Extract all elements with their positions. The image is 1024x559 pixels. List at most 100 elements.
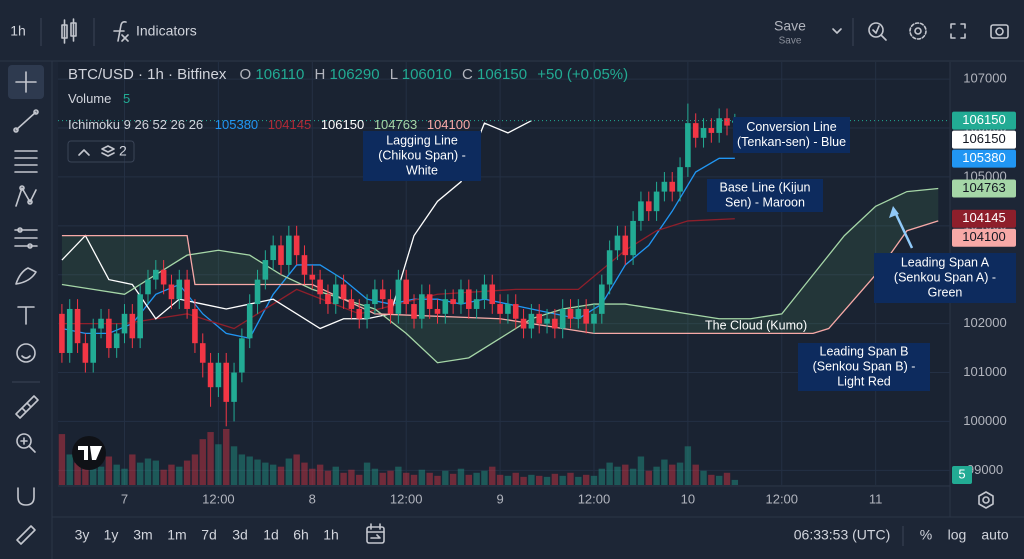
date-range-icon[interactable] bbox=[366, 523, 385, 544]
text-tool[interactable] bbox=[17, 306, 35, 325]
candle-body bbox=[473, 299, 480, 309]
indicators-icon[interactable] bbox=[113, 21, 129, 42]
volume-bar bbox=[379, 472, 386, 485]
volume-bar bbox=[582, 474, 590, 485]
range-button[interactable]: 1d bbox=[263, 527, 279, 543]
candle-body bbox=[199, 343, 206, 363]
range-button[interactable]: 1m bbox=[167, 527, 186, 543]
save-menu[interactable] bbox=[832, 28, 842, 34]
clock: 06:33:53 (UTC) bbox=[794, 527, 890, 543]
volume-bar bbox=[168, 464, 175, 485]
candle-body bbox=[630, 220, 636, 256]
indicators-button[interactable]: Indicators bbox=[136, 23, 197, 39]
price-label-bg bbox=[952, 149, 1016, 168]
volume-bar bbox=[215, 444, 222, 485]
x-tick-label: 7 bbox=[121, 491, 128, 506]
candle-body bbox=[82, 343, 89, 363]
volume-value: 5 bbox=[123, 91, 130, 106]
volume-bar bbox=[700, 470, 707, 485]
candle-body bbox=[591, 313, 597, 324]
axis-settings[interactable] bbox=[978, 491, 994, 509]
x-tick-label: 12:00 bbox=[578, 491, 611, 506]
interval-button[interactable]: 1h bbox=[10, 23, 26, 39]
candle-body bbox=[356, 308, 363, 319]
brush-tool[interactable] bbox=[15, 267, 37, 285]
annotation-text: (Senkou Span B) - bbox=[813, 359, 916, 373]
range-button[interactable]: 3y bbox=[75, 527, 90, 543]
candle-body bbox=[168, 284, 175, 300]
collapse-legend[interactable] bbox=[67, 140, 135, 163]
annotation-text: Green bbox=[928, 285, 963, 299]
volume-bar bbox=[418, 469, 426, 485]
annotation-text: White bbox=[406, 163, 438, 177]
price-label-bg bbox=[952, 179, 1016, 198]
projection-tool[interactable] bbox=[14, 227, 38, 249]
settings-icon[interactable] bbox=[909, 22, 927, 40]
candle-body bbox=[379, 289, 386, 300]
candle-body bbox=[661, 181, 668, 192]
ohlc-value: 106150 bbox=[477, 66, 527, 83]
candle-body bbox=[716, 118, 722, 133]
collapse-icon[interactable] bbox=[78, 149, 90, 156]
log-toggle[interactable]: log bbox=[948, 527, 967, 543]
candle-body bbox=[434, 308, 441, 314]
candle-body bbox=[340, 284, 347, 300]
candle-body bbox=[692, 123, 699, 138]
range-button[interactable]: 3d bbox=[232, 527, 248, 543]
annotation-text: Leading Span A bbox=[901, 255, 990, 269]
lock-tool[interactable] bbox=[16, 525, 36, 545]
ruler-tool[interactable] bbox=[15, 395, 39, 419]
ohlc-label: O bbox=[240, 66, 252, 83]
volume-bar bbox=[129, 454, 136, 485]
candle-body bbox=[184, 279, 190, 309]
trendline-tool[interactable] bbox=[13, 109, 39, 133]
pattern-tool[interactable] bbox=[15, 185, 37, 207]
emoji-tool[interactable] bbox=[16, 343, 36, 363]
candle-body bbox=[59, 313, 65, 353]
candle-body bbox=[364, 304, 370, 319]
volume-bar bbox=[269, 464, 277, 485]
candle-body bbox=[497, 304, 503, 314]
zoom-tool[interactable] bbox=[16, 433, 36, 453]
ichimoku-value: 104763 bbox=[374, 117, 417, 132]
candle-body bbox=[724, 118, 730, 126]
annotation-text: Leading Span B bbox=[820, 344, 909, 358]
crosshair-tool[interactable] bbox=[15, 71, 37, 93]
overlay: 106150 106150 105380 104763 104145 104100 5 Lag… bbox=[363, 111, 1016, 484]
volume-bar bbox=[622, 464, 629, 485]
range-button[interactable]: 7d bbox=[201, 527, 217, 543]
range-button[interactable]: 1y bbox=[104, 527, 119, 543]
candle-body bbox=[270, 245, 276, 261]
volume-bar bbox=[723, 472, 731, 485]
range-button[interactable]: 1h bbox=[323, 527, 339, 543]
y-tick-label: 102000 bbox=[963, 315, 1006, 330]
alert-icon[interactable] bbox=[868, 22, 887, 41]
range-bar: 3y 1y 3m 1m 7d 3d 1d 6h 1h bbox=[75, 527, 339, 543]
indicator-line bbox=[61, 187, 939, 364]
candle-body bbox=[669, 181, 676, 192]
ohlc-value: 106110 bbox=[255, 66, 304, 83]
magnet-tool[interactable] bbox=[17, 487, 35, 506]
candle-body bbox=[332, 284, 339, 305]
layers-icon bbox=[101, 145, 115, 157]
candle-body bbox=[395, 279, 402, 314]
candle-body bbox=[348, 299, 355, 309]
percent-toggle[interactable]: % bbox=[920, 527, 932, 543]
volume-bar bbox=[575, 476, 582, 485]
x-tick-label: 12:00 bbox=[765, 491, 798, 506]
candle-body bbox=[286, 235, 292, 265]
range-button[interactable]: 3m bbox=[133, 527, 152, 543]
range-button[interactable]: 6h bbox=[293, 527, 309, 543]
fib-tool[interactable] bbox=[14, 150, 38, 173]
candle-body bbox=[685, 123, 691, 168]
chart-type-icon[interactable] bbox=[61, 18, 77, 44]
save-button[interactable]: Save bbox=[774, 18, 806, 34]
fullscreen-icon[interactable] bbox=[950, 23, 966, 39]
volume-bar bbox=[536, 475, 543, 485]
auto-toggle[interactable]: auto bbox=[981, 527, 1008, 543]
change: +50 (+0.05%) bbox=[537, 66, 628, 83]
volume-bar bbox=[191, 454, 199, 485]
screenshot-icon[interactable] bbox=[990, 24, 1009, 39]
candle-body bbox=[622, 235, 629, 256]
volume-bar bbox=[293, 454, 300, 485]
